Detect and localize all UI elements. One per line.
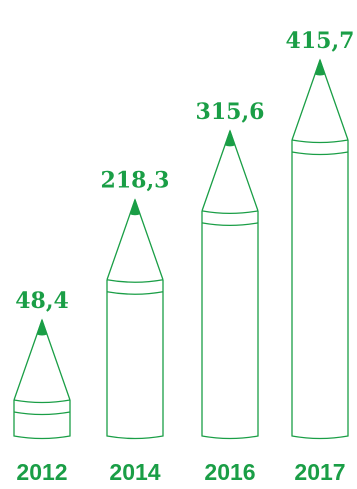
value-label: 48,4 [15,288,69,314]
pencil-tip [36,318,48,336]
year-label: 2017 [294,459,345,485]
pencil-tip [224,129,236,147]
pencil-body [13,400,71,440]
pencil-ring-bottom [291,151,349,156]
value-label: 415,7 [286,28,355,54]
pencil-ring-top [291,139,349,144]
value-label: 218,3 [101,168,170,194]
year-label: 2014 [109,459,160,485]
pencil-ring-bottom [106,291,164,295]
year-label: 2012 [16,459,67,485]
pencil-body [106,279,164,440]
pencil-tip [314,58,326,76]
year-label: 2016 [204,459,255,485]
value-label: 315,6 [196,99,265,125]
pencil-body [291,140,349,440]
pencil-bar [291,58,349,440]
pencil-ring-bottom [13,411,71,416]
pencil-body [201,210,259,440]
pencil-tip [129,198,141,216]
pencil-ring-top [106,279,164,283]
pencil-bar [106,198,164,440]
pencil-ring-top [201,210,259,215]
pencil-bar [201,129,259,440]
pencil-bar [13,318,71,440]
pencil-ring-top [13,399,71,404]
pencil-ring-bottom [201,222,259,227]
